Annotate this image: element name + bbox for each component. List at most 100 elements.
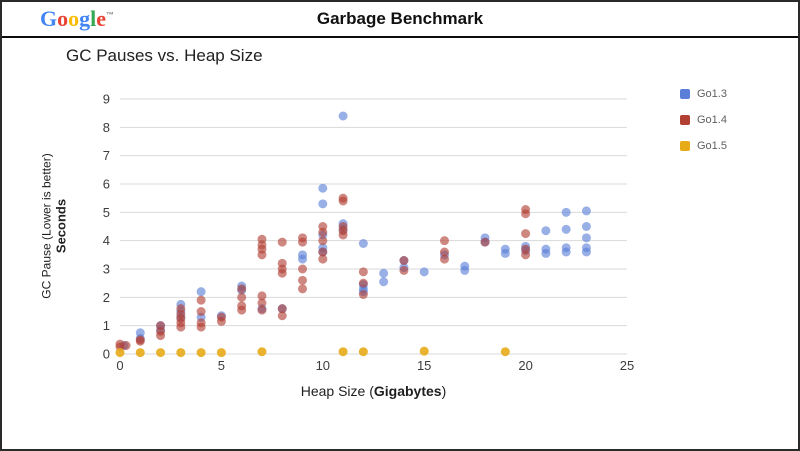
google-logo-letter: l	[90, 6, 97, 31]
y-tick-label: 7	[103, 148, 110, 163]
x-tick-label: 25	[620, 358, 634, 373]
scatter-point-go1.4	[135, 335, 145, 345]
legend-marker-go15	[680, 141, 690, 151]
scatter-point-go1.4	[156, 321, 166, 331]
scatter-point-go1.4	[439, 247, 449, 257]
scatter-point-go1.3	[318, 183, 328, 193]
scatter-point-go1.3	[541, 244, 551, 254]
scatter-point-go1.4	[257, 291, 267, 301]
legend-label-go15: Go1.5	[697, 140, 727, 152]
legend-item-go14: Go1.4	[680, 114, 727, 126]
scatter-point-go1.4	[521, 244, 531, 254]
scatter-point-go1.4	[216, 312, 226, 322]
scatter-point-go1.3	[318, 199, 328, 209]
scatter-point-go1.4	[338, 222, 348, 231]
x-axis-title-suffix: )	[441, 383, 447, 399]
google-logo-letter: o	[68, 6, 80, 31]
scatter-point-go1.3	[561, 207, 571, 217]
scatter-point-go1.4	[298, 264, 308, 274]
scatter-point-go1.3	[196, 287, 206, 297]
scatter-point-go1.4	[196, 307, 206, 316]
scatter-point-go1.3	[581, 222, 591, 231]
scatter-point-go1.3	[338, 111, 348, 121]
scatter-point-go1.3	[581, 233, 591, 243]
google-logo-letter: g	[79, 6, 91, 31]
x-tick-label: 0	[116, 358, 123, 373]
legend-marker-go14	[680, 115, 690, 125]
scatter-point-go1.5	[358, 347, 368, 357]
legend-item-go13: Go1.3	[680, 88, 727, 100]
scatter-point-go1.4	[237, 284, 247, 294]
scatter-point-go1.4	[277, 258, 287, 268]
scatter-point-go1.4	[257, 234, 267, 244]
scatter-point-go1.4	[196, 318, 206, 328]
scatter-point-go1.4	[298, 233, 308, 243]
x-tick-label: 20	[518, 358, 532, 373]
scatter-point-go1.4	[358, 290, 368, 299]
scatter-point-go1.3	[298, 250, 308, 260]
y-tick-label: 0	[103, 347, 110, 362]
scatter-point-go1.4	[298, 284, 308, 294]
x-tick-label: 10	[316, 358, 330, 373]
scatter-point-go1.5	[500, 347, 510, 357]
trademark-symbol: ™	[106, 10, 115, 20]
scatter-point-go1.5	[419, 346, 429, 356]
scatter-point-go1.4	[257, 305, 267, 315]
scatter-point-go1.4	[277, 237, 287, 247]
scatter-point-go1.4	[318, 247, 328, 257]
legend-marker-go13	[680, 89, 690, 99]
x-tick-label: 15	[417, 358, 431, 373]
y-axis-title-line1: GC Pause (Lower is better)	[39, 153, 54, 299]
deck-title: Garbage Benchmark	[316, 9, 484, 28]
y-tick-label: 4	[103, 233, 110, 248]
scatter-point-go1.4	[176, 304, 186, 314]
scatter-point-go1.3	[419, 267, 429, 277]
scatter-point-go1.5	[216, 348, 226, 358]
scatter-point-go1.3	[561, 224, 571, 234]
x-axis-title-prefix: Heap Size (	[300, 383, 374, 399]
scatter-point-go1.5	[135, 348, 145, 358]
legend-label-go13: Go1.3	[697, 88, 727, 100]
slide-header: Google™ Garbage Benchmark	[2, 2, 798, 38]
scatter-point-go1.5	[176, 348, 186, 358]
scatter-point-go1.5	[196, 348, 206, 358]
legend-item-go15: Go1.5	[680, 140, 727, 152]
google-logo: Google™	[40, 6, 114, 32]
scatter-point-go1.4	[521, 205, 531, 214]
x-axis-title: Heap Size (Gigabytes)	[120, 383, 627, 399]
y-tick-label: 5	[103, 205, 110, 220]
google-logo-letter: e	[96, 6, 107, 31]
scatter-point-go1.5	[257, 347, 267, 357]
scatter-point-go1.5	[338, 347, 348, 357]
x-axis-title-bold: Gigabytes	[373, 383, 442, 399]
y-tick-label: 8	[103, 120, 110, 135]
scatter-point-go1.4	[318, 222, 328, 231]
y-tick-label: 3	[103, 262, 110, 277]
scatter-point-go1.4	[439, 254, 449, 264]
scatter-point-go1.4	[399, 256, 409, 265]
scatter-point-go1.3	[460, 261, 470, 271]
scatter-point-go1.4	[439, 236, 449, 246]
scatter-point-go1.3	[581, 243, 591, 253]
scatter-point-go1.4	[298, 275, 308, 285]
scatter-point-go1.4	[521, 229, 531, 239]
scatter-point-go1.3	[358, 239, 368, 248]
scatter-point-go1.5	[115, 348, 125, 358]
scatter-point-go1.4	[277, 311, 287, 321]
y-tick-label: 6	[103, 177, 110, 192]
scatter-point-go1.3	[581, 206, 591, 216]
scatter-point-go1.3	[379, 268, 389, 278]
scatter-point-go1.3	[561, 243, 571, 253]
scatter-point-go1.4	[318, 254, 328, 264]
y-tick-label: 2	[103, 290, 110, 305]
scatter-point-go1.4	[399, 265, 409, 275]
y-axis-title-line2: Seconds	[53, 198, 69, 254]
scatter-point-go1.4	[237, 292, 247, 302]
x-tick-label: 5	[218, 358, 225, 373]
scatter-point-go1.4	[277, 304, 287, 314]
google-logo-letter: o	[57, 6, 69, 31]
scatter-point-go1.3	[500, 244, 510, 254]
google-logo-letter: G	[40, 6, 58, 31]
